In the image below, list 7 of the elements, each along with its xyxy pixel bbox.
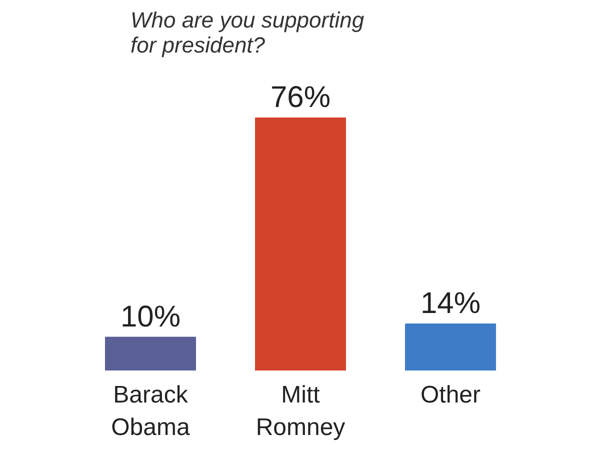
data-label: 10% bbox=[120, 300, 181, 334]
x-tick-label: Other bbox=[420, 382, 481, 408]
data-label: 14% bbox=[420, 286, 481, 320]
chart-title: Who are you supporting for president? bbox=[130, 8, 365, 58]
x-tick-label: Mitt Romney bbox=[256, 382, 346, 441]
x-tick-label: Barack Obama bbox=[111, 382, 191, 441]
data-label: 76% bbox=[270, 81, 331, 114]
